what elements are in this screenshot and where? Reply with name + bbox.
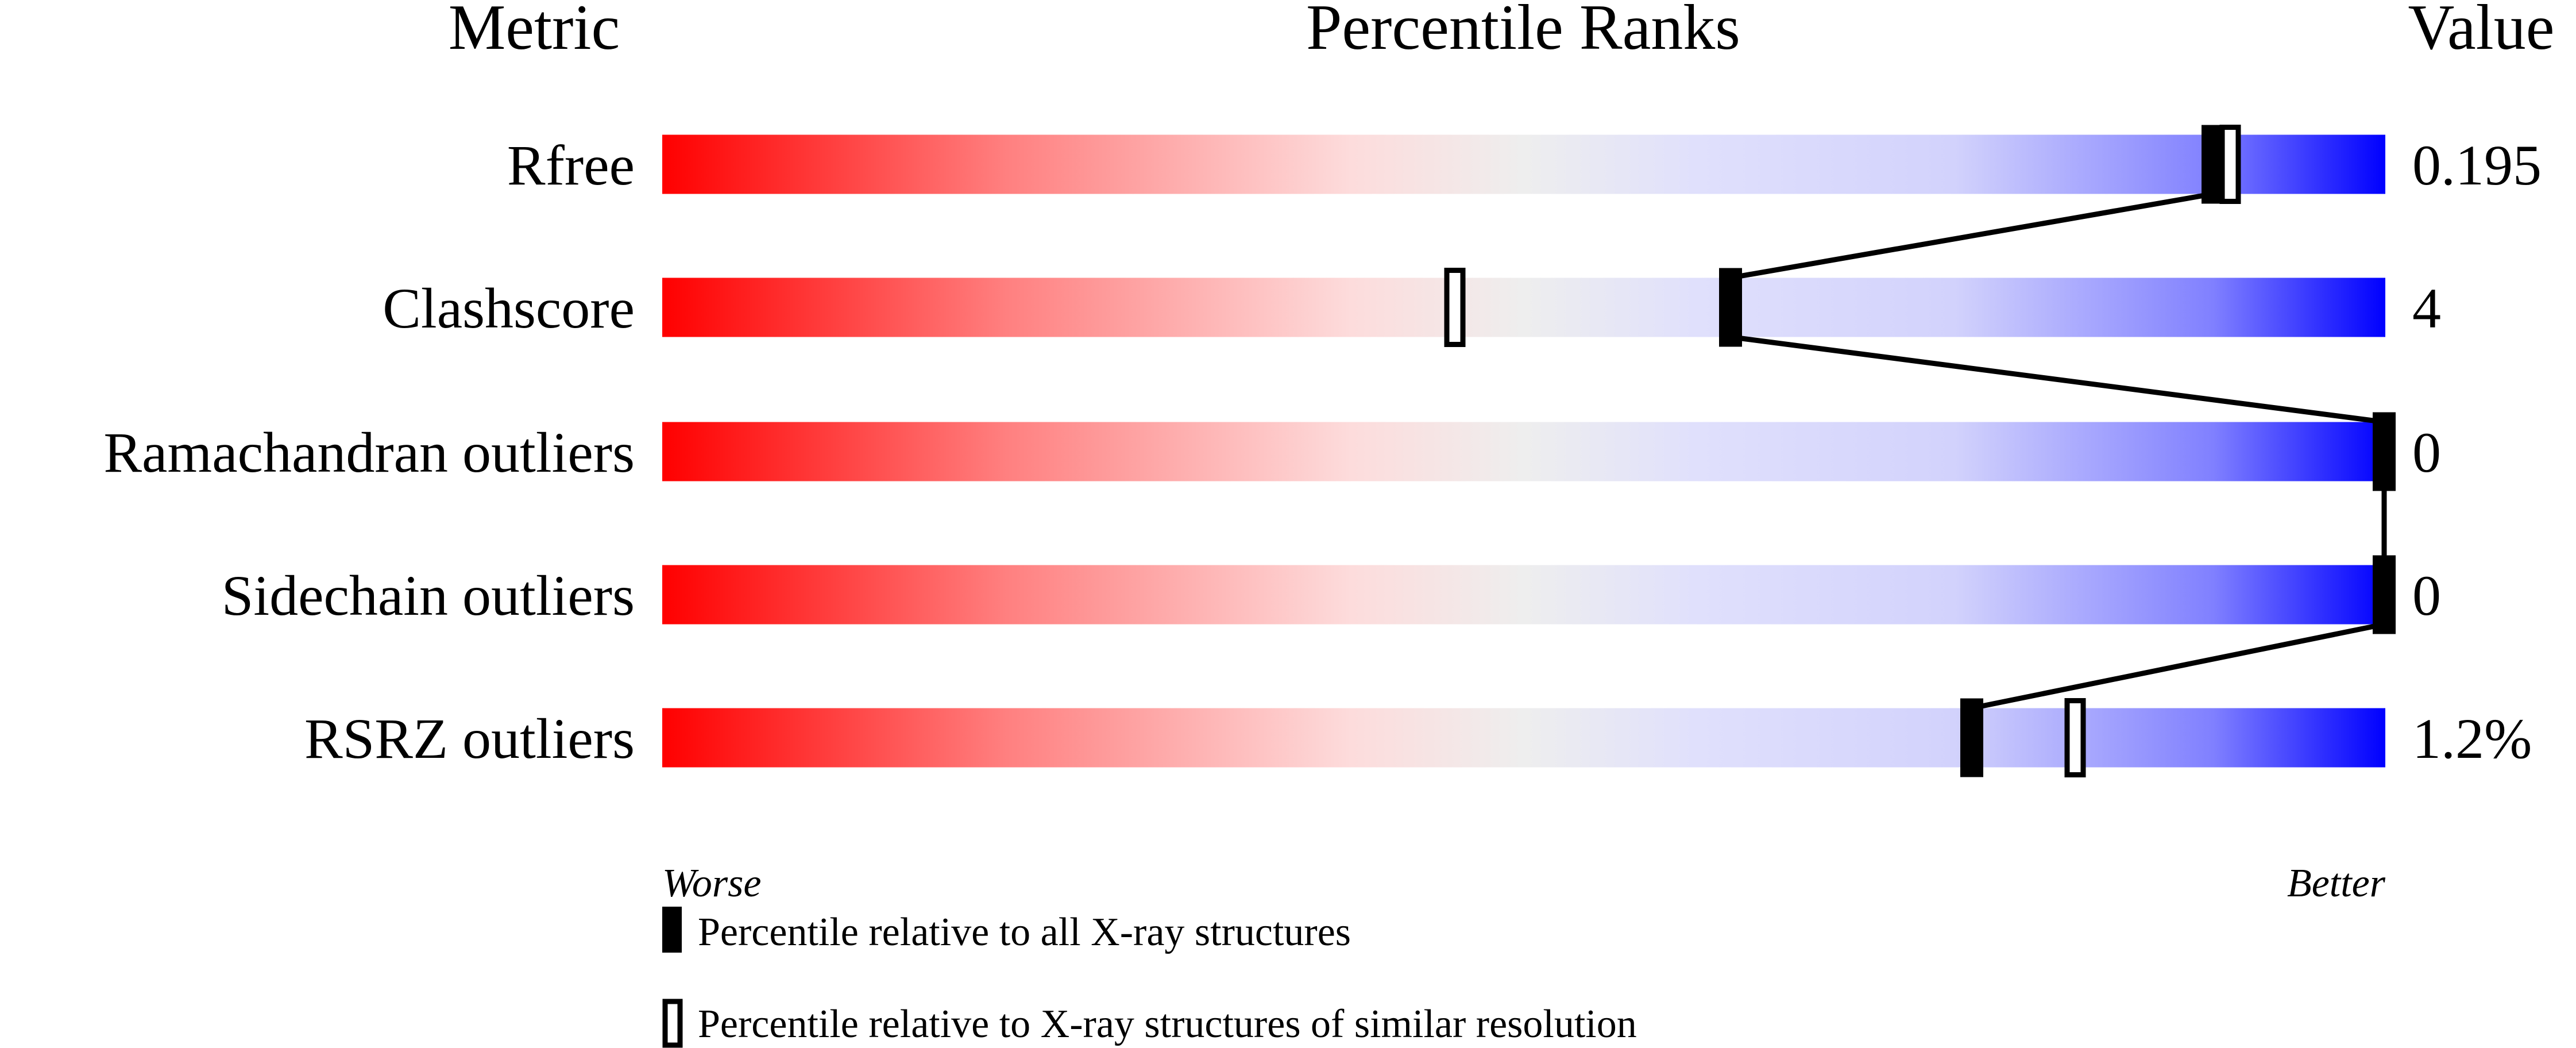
metric-label: Ramachandran outliers <box>103 421 635 484</box>
metric-value: 0.195 <box>2412 133 2542 197</box>
worse-label: Worse <box>662 861 761 906</box>
connector-line <box>1971 622 2385 711</box>
percentile-bar <box>662 422 2385 481</box>
metric-value: 4 <box>2412 276 2441 340</box>
header-ranks: Percentile Ranks <box>1306 0 1740 63</box>
marker-similar-resolution <box>2219 125 2241 204</box>
better-label: Better <box>2287 861 2386 906</box>
marker-all-structures <box>1719 268 1742 347</box>
connector-line <box>1730 191 2214 280</box>
metric-value: 1.2% <box>2412 707 2532 770</box>
marker-similar-resolution <box>1444 268 1466 347</box>
marker-similar-resolution <box>2064 698 2086 777</box>
metric-label: Clashscore <box>383 276 635 340</box>
marker-all-structures <box>1960 698 1983 777</box>
metric-value: 0 <box>2412 421 2441 484</box>
percentile-bar <box>662 134 2385 194</box>
legend-filled-marker <box>662 907 682 953</box>
metric-label: Rfree <box>507 133 635 197</box>
header-value: Value <box>2408 0 2554 63</box>
metric-value: 0 <box>2412 564 2441 627</box>
metric-label: Sidechain outliers <box>222 564 635 627</box>
legend-filled-label: Percentile relative to all X-ray structu… <box>698 910 1351 954</box>
connector-line <box>1730 334 2385 425</box>
marker-all-structures <box>2373 412 2396 491</box>
percentile-bar <box>662 565 2385 625</box>
marker-all-structures <box>2202 125 2224 204</box>
legend-open-marker <box>662 999 683 1048</box>
percentile-bar <box>662 278 2385 337</box>
marker-all-structures <box>2373 555 2396 634</box>
percentile-bar <box>662 708 2385 768</box>
metric-label: RSRZ outliers <box>304 707 635 770</box>
legend-open-label: Percentile relative to X-ray structures … <box>698 1002 1637 1046</box>
header-metric: Metric <box>449 0 620 63</box>
